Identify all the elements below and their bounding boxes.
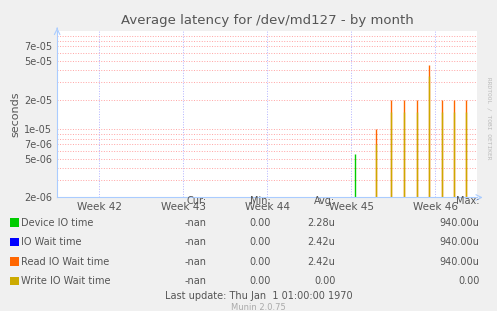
Text: Read IO Wait time: Read IO Wait time	[21, 257, 109, 267]
Text: Device IO time: Device IO time	[21, 218, 93, 228]
Text: Avg:: Avg:	[314, 196, 335, 206]
Text: Write IO Wait time: Write IO Wait time	[21, 276, 110, 286]
Text: Last update: Thu Jan  1 01:00:00 1970: Last update: Thu Jan 1 01:00:00 1970	[165, 291, 352, 301]
Title: Average latency for /dev/md127 - by month: Average latency for /dev/md127 - by mont…	[121, 14, 414, 27]
Text: Max:: Max:	[456, 196, 480, 206]
Y-axis label: seconds: seconds	[10, 91, 20, 137]
Text: RRDTOOL / TOBI OETIKER: RRDTOOL / TOBI OETIKER	[486, 77, 491, 160]
Text: 0.00: 0.00	[249, 257, 271, 267]
Text: 940.00u: 940.00u	[440, 257, 480, 267]
Text: 0.00: 0.00	[249, 237, 271, 247]
Text: 0.00: 0.00	[314, 276, 335, 286]
Text: 0.00: 0.00	[249, 218, 271, 228]
Text: Min:: Min:	[250, 196, 271, 206]
Text: IO Wait time: IO Wait time	[21, 237, 82, 247]
Text: 0.00: 0.00	[458, 276, 480, 286]
Text: 2.28u: 2.28u	[308, 218, 335, 228]
Text: 2.42u: 2.42u	[308, 237, 335, 247]
Text: Cur:: Cur:	[186, 196, 206, 206]
Text: 940.00u: 940.00u	[440, 237, 480, 247]
Text: -nan: -nan	[184, 276, 206, 286]
Text: -nan: -nan	[184, 237, 206, 247]
Text: Munin 2.0.75: Munin 2.0.75	[231, 303, 286, 311]
Text: 940.00u: 940.00u	[440, 218, 480, 228]
Text: -nan: -nan	[184, 257, 206, 267]
Text: 2.42u: 2.42u	[308, 257, 335, 267]
Text: 0.00: 0.00	[249, 276, 271, 286]
Text: -nan: -nan	[184, 218, 206, 228]
